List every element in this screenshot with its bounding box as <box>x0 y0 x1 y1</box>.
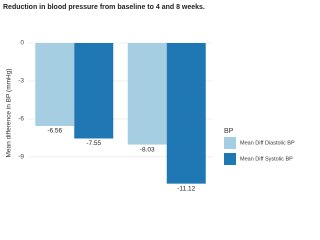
legend-key <box>224 137 236 149</box>
legend-label: Mean Diff Systolic BP <box>240 156 293 162</box>
bar <box>127 42 167 145</box>
legend-label: Mean Diff Diastolic BP <box>240 140 295 146</box>
legend-key <box>224 153 236 165</box>
y-axis-label: Mean difference in BP (mmHg) <box>6 69 13 158</box>
data-label: -8.03 <box>140 146 155 153</box>
chart-title: Reduction in blood pressure from baselin… <box>3 4 205 11</box>
data-label: -6.56 <box>47 128 62 135</box>
y-tick-label: 0 <box>20 40 24 47</box>
bar <box>35 42 75 126</box>
chart: Reduction in blood pressure from baselin… <box>3 4 295 193</box>
y-tick-label: -6 <box>18 116 24 123</box>
data-label: -11.12 <box>177 185 195 192</box>
y-tick-label: -3 <box>18 78 24 85</box>
legend-title: BP <box>224 128 234 135</box>
bar <box>166 42 206 184</box>
bar <box>74 42 114 139</box>
data-label: -7.55 <box>86 140 101 147</box>
y-tick-label: -9 <box>18 154 24 161</box>
